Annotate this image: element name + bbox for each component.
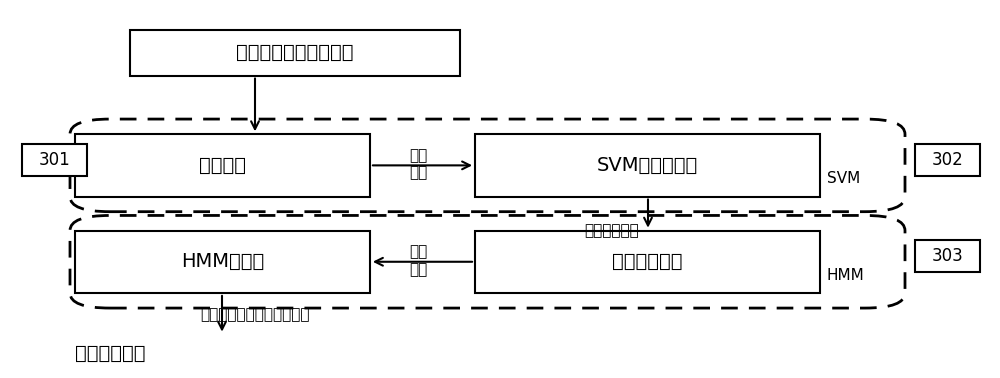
FancyBboxPatch shape xyxy=(22,144,87,176)
Text: HMM: HMM xyxy=(827,268,865,283)
Text: 动作识别结果: 动作识别结果 xyxy=(75,344,146,363)
Text: 302: 302 xyxy=(932,151,963,169)
FancyBboxPatch shape xyxy=(70,215,905,308)
Text: 选取最大概率値对应的动作: 选取最大概率値对应的动作 xyxy=(200,307,310,322)
FancyBboxPatch shape xyxy=(75,231,370,293)
Text: 303: 303 xyxy=(932,247,963,265)
FancyBboxPatch shape xyxy=(75,134,370,197)
FancyBboxPatch shape xyxy=(915,144,980,176)
Text: SVM分类器分类: SVM分类器分类 xyxy=(597,156,698,175)
Text: 301: 301 xyxy=(39,151,70,169)
FancyBboxPatch shape xyxy=(915,240,980,272)
FancyBboxPatch shape xyxy=(130,30,460,76)
Text: 特征提取: 特征提取 xyxy=(199,156,246,175)
Text: HMM分类器: HMM分类器 xyxy=(181,252,264,271)
FancyBboxPatch shape xyxy=(475,134,820,197)
FancyBboxPatch shape xyxy=(475,231,820,293)
FancyBboxPatch shape xyxy=(70,119,905,212)
Text: 特征
向量: 特征 向量 xyxy=(409,148,427,181)
Text: 分类结果向量: 分类结果向量 xyxy=(585,223,639,238)
Text: 后验概率转换: 后验概率转换 xyxy=(612,252,683,271)
Text: 分窗之后的传感器数据: 分窗之后的传感器数据 xyxy=(236,43,354,62)
Text: SVM: SVM xyxy=(827,171,860,186)
Text: 概率
向量: 概率 向量 xyxy=(409,245,427,277)
